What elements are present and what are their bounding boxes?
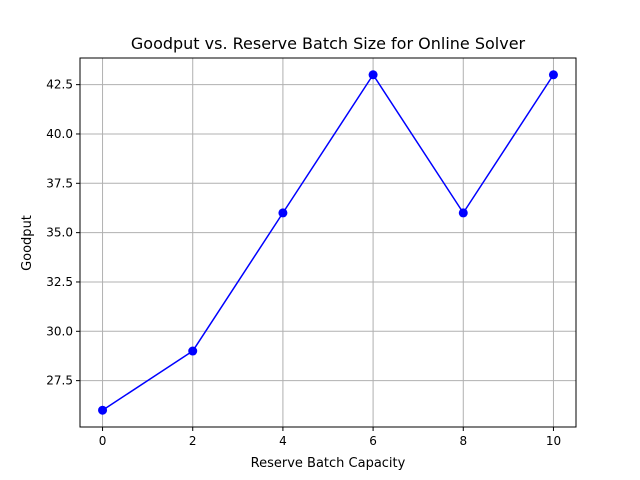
y-tick-label: 30.0	[46, 324, 73, 338]
x-tick-label: 2	[189, 434, 197, 448]
grid	[80, 58, 576, 427]
data-point	[188, 346, 198, 356]
y-axis: 27.5 30.0 32.5 35.0 37.5 40.0 42.5	[46, 78, 80, 388]
x-axis: 0 2 4 6 8 10	[99, 427, 561, 448]
series-line	[102, 74, 555, 411]
x-axis-label: Reserve Batch Capacity	[251, 456, 406, 471]
data-point	[278, 208, 288, 218]
y-tick-label: 42.5	[46, 78, 73, 92]
series-layer	[98, 70, 558, 415]
x-tick-label: 0	[99, 434, 107, 448]
y-tick-label: 32.5	[46, 275, 73, 289]
x-tick-label: 4	[279, 434, 287, 448]
x-tick-label: 8	[459, 434, 467, 448]
y-tick-label: 35.0	[46, 226, 73, 240]
y-tick-label: 37.5	[46, 176, 73, 190]
y-tick-label: 40.0	[46, 127, 73, 141]
plot-frame	[79, 57, 577, 428]
data-point	[458, 208, 468, 218]
data-point	[98, 405, 108, 415]
y-axis-label: Goodput	[20, 215, 35, 271]
data-point	[548, 70, 558, 80]
y-tick-label: 27.5	[46, 374, 73, 388]
data-point	[368, 70, 378, 80]
x-tick-label: 6	[369, 434, 377, 448]
x-tick-label: 10	[546, 434, 561, 448]
chart-title: Goodput vs. Reserve Batch Size for Onlin…	[131, 34, 526, 53]
